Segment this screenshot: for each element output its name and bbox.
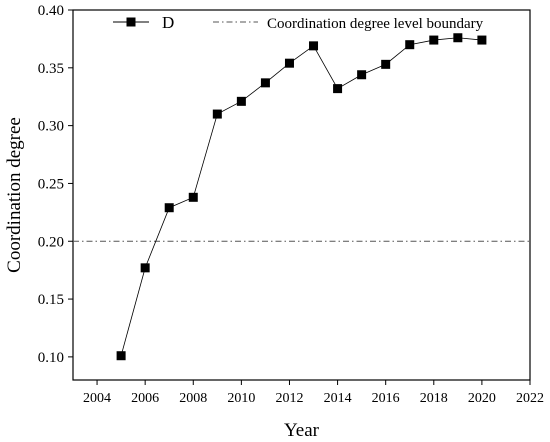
legend-reference-label: Coordination degree level boundary bbox=[267, 16, 484, 32]
data-point bbox=[357, 70, 367, 80]
x-axis: 2004 2006 2008 2010 2012 2014 2016 2018 2020 2022 bbox=[83, 380, 544, 406]
x-tick-label: 2006 bbox=[131, 391, 159, 406]
data-point bbox=[477, 35, 487, 45]
legend: D Coordination degree level boundary bbox=[113, 13, 484, 32]
x-tick-label: 2008 bbox=[179, 391, 207, 406]
x-axis-label: Year bbox=[284, 420, 320, 441]
x-tick-label: 2014 bbox=[324, 391, 352, 406]
data-point bbox=[381, 59, 391, 69]
data-point bbox=[164, 203, 174, 213]
y-tick-label: 0.25 bbox=[38, 176, 64, 192]
y-tick-label: 0.15 bbox=[38, 292, 64, 308]
data-point bbox=[260, 78, 270, 88]
y-tick-label: 0.40 bbox=[38, 3, 64, 19]
data-point bbox=[116, 351, 126, 361]
x-tick-label: 2018 bbox=[420, 391, 448, 406]
plot-frame bbox=[72, 9, 531, 381]
data-point bbox=[140, 263, 150, 273]
y-axis-label: Coordination degree bbox=[4, 117, 25, 273]
data-point bbox=[405, 40, 415, 50]
data-point bbox=[188, 192, 198, 202]
x-tick-label: 2012 bbox=[275, 391, 303, 406]
data-point bbox=[333, 84, 343, 94]
data-point bbox=[429, 35, 439, 45]
series-layer bbox=[116, 33, 487, 361]
data-point bbox=[309, 41, 319, 51]
series-line bbox=[120, 37, 482, 356]
y-axis: 0.10 0.15 0.20 0.25 0.30 0.35 0.40 bbox=[38, 3, 73, 366]
x-tick-label: 2016 bbox=[372, 391, 400, 406]
x-tick-label: 2020 bbox=[468, 391, 496, 406]
x-tick-label: 2004 bbox=[83, 391, 111, 406]
x-tick-label: 2022 bbox=[516, 391, 544, 406]
y-tick-label: 0.30 bbox=[38, 119, 64, 135]
data-point bbox=[236, 96, 246, 106]
legend-series-marker bbox=[126, 17, 136, 27]
y-tick-label: 0.10 bbox=[38, 350, 64, 366]
y-tick-label: 0.20 bbox=[38, 234, 64, 250]
data-point bbox=[284, 58, 294, 68]
x-tick-label: 2010 bbox=[227, 391, 255, 406]
data-point bbox=[212, 109, 222, 119]
y-tick-label: 0.35 bbox=[38, 61, 64, 77]
legend-series-label: D bbox=[162, 13, 174, 32]
data-point bbox=[453, 33, 463, 43]
